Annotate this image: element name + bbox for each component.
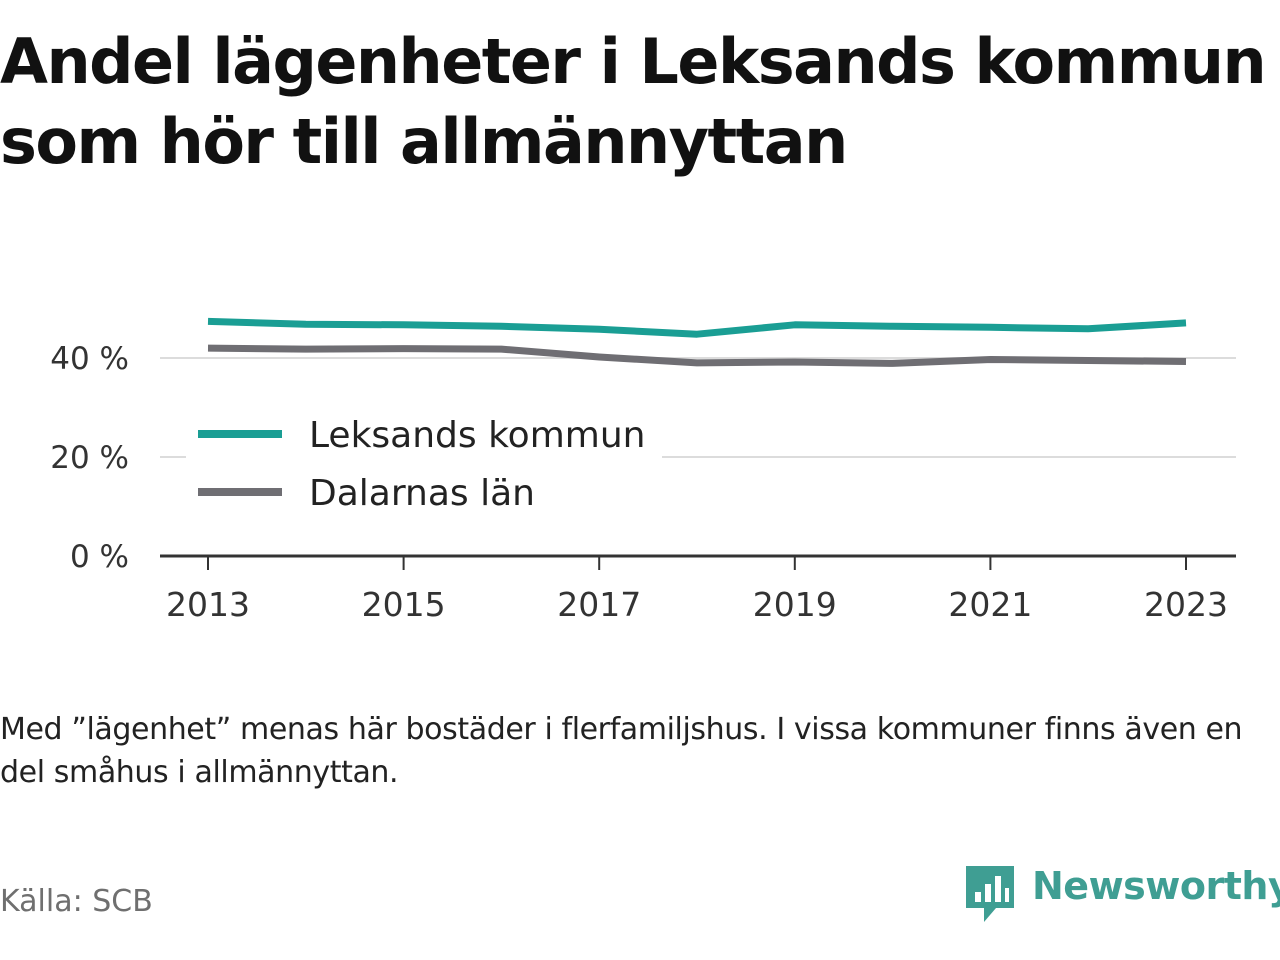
chart-title: Andel lägenheter i Leksands kommun som h… (0, 25, 1267, 178)
series-line-2 (207, 344, 1187, 367)
legend-label: Leksands kommun (309, 415, 645, 456)
newsworthy-logo-icon (966, 866, 1014, 922)
legend: Leksands kommun Dalarnas län (186, 410, 662, 520)
x-tick-label: 2023 (1144, 585, 1228, 624)
source-label: Källa: SCB (0, 884, 153, 919)
footnote: Med ”lägenhet” menas här bostäder i fler… (0, 712, 1243, 790)
x-tick-label: 2013 (166, 585, 250, 624)
legend-label: Dalarnas län (309, 473, 535, 514)
series-lines (207, 317, 1187, 367)
x-tick-label: 2015 (362, 585, 446, 624)
brand-logo: Newsworthy (962, 862, 1280, 928)
y-axis-tick-labels: 0 % 20 % 40 % (50, 341, 129, 575)
legend-background (186, 410, 662, 520)
x-tick-label: 2019 (753, 585, 837, 624)
x-tick-label: 2017 (557, 585, 641, 624)
y-tick-label: 20 % (50, 440, 129, 476)
y-tick-label: 40 % (50, 341, 129, 377)
y-tick-label: 0 % (70, 539, 129, 575)
x-axis: 2013 2015 2017 2019 2021 2023 (160, 554, 1236, 624)
x-tick-label: 2021 (948, 585, 1032, 624)
series-line-1 (207, 317, 1187, 338)
brand-name: Newsworthy (1032, 864, 1280, 908)
